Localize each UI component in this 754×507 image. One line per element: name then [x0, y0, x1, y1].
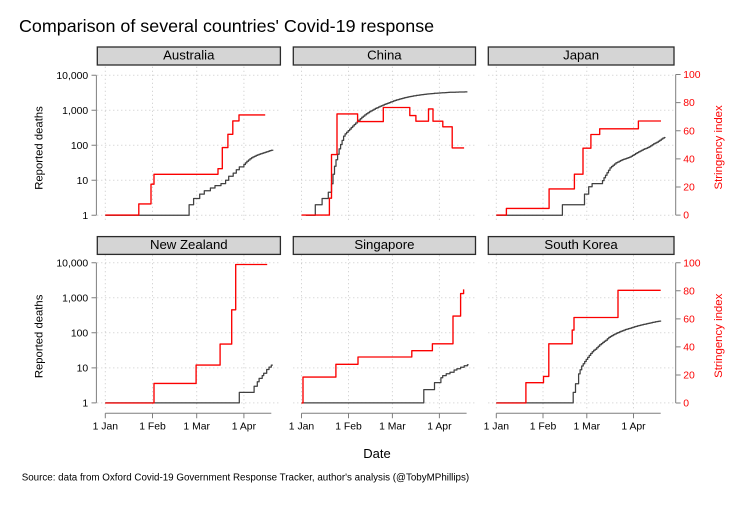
svg-text:1 Feb: 1 Feb	[530, 421, 557, 432]
svg-text:Japan: Japan	[563, 47, 599, 62]
svg-text:100: 100	[71, 328, 89, 339]
svg-text:1,000: 1,000	[62, 106, 88, 117]
svg-text:Date: Date	[363, 446, 390, 461]
svg-text:New Zealand: New Zealand	[150, 237, 228, 252]
svg-text:20: 20	[683, 183, 695, 194]
svg-text:40: 40	[683, 155, 695, 166]
svg-text:Source: data from Oxford Covid: Source: data from Oxford Covid-19 Govern…	[22, 472, 469, 483]
svg-text:60: 60	[683, 315, 695, 326]
svg-text:Australia: Australia	[163, 47, 215, 62]
svg-text:1 Jan: 1 Jan	[289, 421, 315, 432]
svg-text:1 Jan: 1 Jan	[93, 421, 119, 432]
svg-text:1 Apr: 1 Apr	[427, 421, 452, 432]
svg-text:0: 0	[683, 211, 689, 222]
svg-text:60: 60	[683, 126, 695, 137]
svg-text:10,000: 10,000	[56, 71, 88, 82]
svg-text:Singapore: Singapore	[354, 237, 414, 252]
svg-text:80: 80	[683, 98, 695, 109]
svg-text:South Korea: South Korea	[544, 237, 618, 252]
svg-text:Reported deaths: Reported deaths	[34, 294, 46, 378]
svg-text:10: 10	[77, 176, 89, 187]
svg-text:1 Jan: 1 Jan	[484, 421, 510, 432]
svg-text:1 Mar: 1 Mar	[379, 421, 406, 432]
svg-text:10: 10	[77, 364, 89, 375]
svg-text:100: 100	[71, 141, 89, 152]
svg-text:80: 80	[683, 286, 695, 297]
svg-text:Reported deaths: Reported deaths	[34, 106, 46, 190]
svg-text:1,000: 1,000	[62, 293, 88, 304]
svg-text:1 Mar: 1 Mar	[574, 421, 601, 432]
svg-text:Comparison of several countrie: Comparison of several countries' Covid-1…	[19, 16, 434, 36]
svg-text:100: 100	[683, 70, 701, 81]
svg-text:100: 100	[683, 258, 701, 269]
svg-text:10,000: 10,000	[56, 258, 88, 269]
svg-text:40: 40	[683, 343, 695, 354]
svg-text:China: China	[367, 47, 402, 62]
svg-text:20: 20	[683, 371, 695, 382]
svg-text:Stringency index: Stringency index	[713, 293, 725, 378]
svg-text:Stringency index: Stringency index	[713, 105, 725, 190]
svg-text:1 Feb: 1 Feb	[139, 421, 166, 432]
svg-text:1 Apr: 1 Apr	[232, 421, 257, 432]
svg-text:1 Mar: 1 Mar	[183, 421, 210, 432]
svg-text:1 Apr: 1 Apr	[621, 421, 646, 432]
svg-text:1 Feb: 1 Feb	[335, 421, 362, 432]
svg-text:0: 0	[683, 399, 689, 410]
svg-text:1: 1	[82, 399, 88, 410]
svg-text:1: 1	[82, 211, 88, 222]
